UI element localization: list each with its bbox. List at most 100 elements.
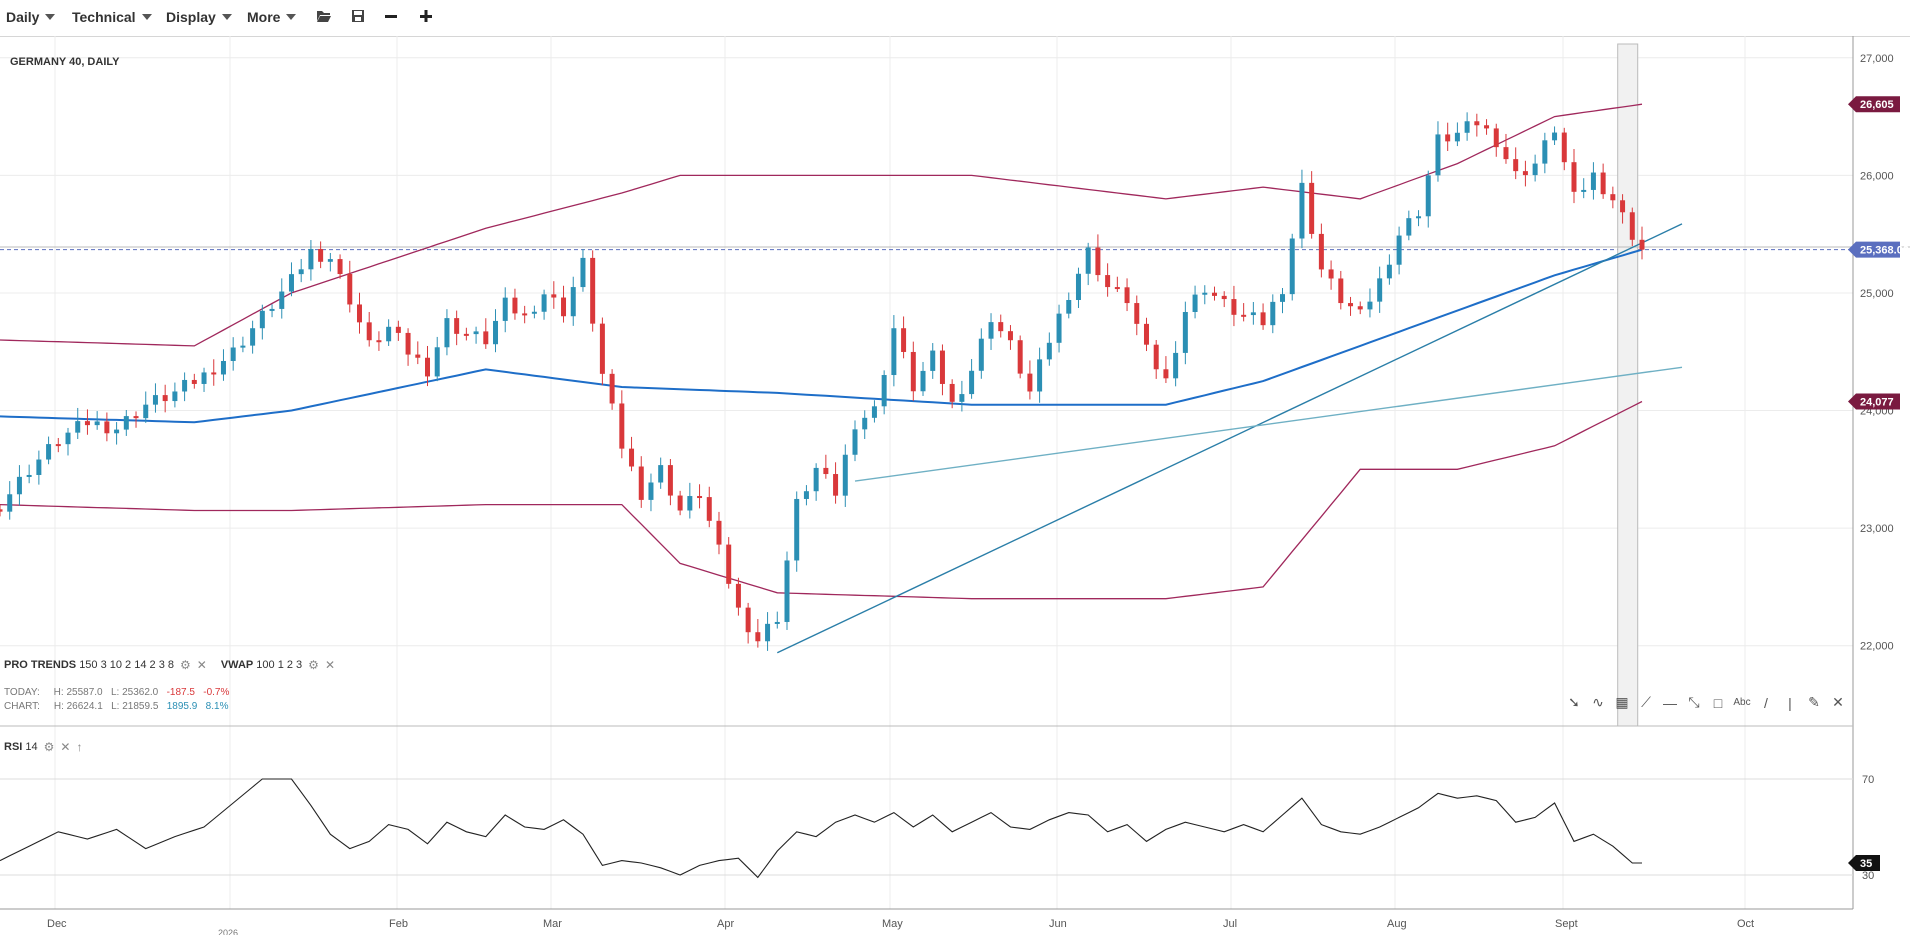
candle-body [454,318,460,334]
candle-body [541,294,547,312]
display-label: Display [166,8,216,25]
candle-body [901,328,907,352]
pencil-icon[interactable]: ✎ [1808,694,1820,710]
candle-body [1027,373,1033,392]
rsi-tick-label: 30 [1862,870,1874,882]
chart-range-low: L: 21859.5 [111,701,159,712]
candle-body [114,429,120,434]
today-high: H: 25587.0 [53,687,103,698]
candle-body [308,248,314,270]
candle-body [881,375,887,407]
candle-body [998,322,1004,332]
display-dropdown[interactable]: Display [166,0,232,33]
candle-body [172,391,178,402]
price-badges: 26,605 25,368.00 24,077 [1848,96,1909,410]
pro-trends-name: PRO TRENDS [4,659,77,671]
today-low: L: 25362.0 [110,687,159,698]
candle-body [1124,287,1130,304]
candle-body [531,311,537,314]
candle-body [1396,235,1402,265]
candle-body [1581,189,1587,192]
lower-band-line [0,400,1643,600]
chevron-down-icon [286,13,297,20]
price-chart[interactable]: GERMANY 40, DAILY 27,000 26,000 25,000 24,0… [0,36,1910,935]
today-pct: -0.7% [203,687,230,698]
candle-body [444,318,450,348]
candle-body [920,370,926,392]
curve-tool-icon[interactable]: ∿ [1592,694,1604,710]
candle-body [1561,132,1567,163]
candle-body [7,494,13,512]
technical-dropdown[interactable]: Technical [72,0,152,33]
candle-body [648,482,654,500]
text-tool-icon[interactable]: Abc [1733,697,1751,708]
candle-body [726,544,732,584]
close-icon[interactable]: ✕ [1832,694,1844,710]
period-dropdown[interactable]: Daily [6,0,56,33]
zoom-in-icon[interactable] [415,5,437,27]
candle-body [697,496,703,499]
candle-body [1250,312,1256,316]
x-tick-sublabel: 2026 [218,928,238,935]
candle-body [784,560,790,622]
bollinger-bands [0,103,1643,600]
arrow-up-icon[interactable]: ↑ [76,740,83,754]
candle-body [220,360,226,375]
folder-open-icon[interactable] [313,5,335,27]
candle-body [1153,344,1159,370]
candle-body [1571,162,1577,192]
save-icon[interactable] [347,5,369,27]
moving-average-line [0,248,1643,424]
rectangle-tool-icon[interactable]: □ [1713,694,1723,711]
ray-tool-icon[interactable]: ⤡ [1688,694,1700,710]
x-tick-label: May [882,918,903,930]
line-tool-icon[interactable]: / [1764,694,1768,711]
candle-body [16,476,22,495]
x-tick-label: Jun [1049,918,1067,930]
chart-range-high: H: 26624.1 [53,701,103,712]
arrow-tool-icon[interactable]: ➘ [1568,694,1580,710]
candle-body [1182,311,1188,353]
candle-body [143,404,149,419]
candle-body [1542,140,1548,164]
candle-body [1386,264,1392,279]
candle-body [1085,247,1091,274]
candle-body [599,323,605,374]
x-tick-label: Mar [543,918,562,930]
more-dropdown[interactable]: More [247,0,297,33]
candlesticks [0,112,1645,651]
candle-body [152,395,158,405]
trendline [776,223,1683,654]
candle-body [1522,171,1528,176]
horizontal-line-tool-icon[interactable]: — [1663,694,1677,711]
candle-body [1143,323,1149,345]
x-tick-label: Aug [1387,918,1407,930]
candle-body [677,495,683,511]
candle-body [1367,301,1373,310]
close-icon[interactable]: ✕ [196,658,207,672]
candle-body [395,326,401,333]
gear-icon[interactable]: ⚙ [180,658,191,672]
upper-band-badge-bg [1848,96,1900,113]
gear-icon[interactable]: ⚙ [43,740,55,754]
zoom-out-icon[interactable] [380,5,402,27]
candle-body [1416,216,1422,219]
candle-body [55,444,61,447]
x-tick-label: Sept [1555,918,1578,930]
today-label: TODAY: [4,687,40,698]
candle-body [1474,121,1480,126]
candle-body [522,313,528,316]
close-icon[interactable]: ✕ [60,740,71,754]
fan-tool-icon[interactable]: ⟋ [1641,694,1651,710]
grid-tool-icon[interactable]: ▦ [1615,694,1629,710]
candle-body [658,465,664,483]
close-icon[interactable]: ✕ [324,658,335,672]
candle-body [1318,233,1324,270]
candle-body [667,465,673,496]
candle-body [201,372,207,384]
candle-body [561,297,567,317]
chart-range-label: CHART: [4,701,40,712]
candle-body [1309,182,1315,234]
gear-icon[interactable]: ⚙ [308,658,319,672]
